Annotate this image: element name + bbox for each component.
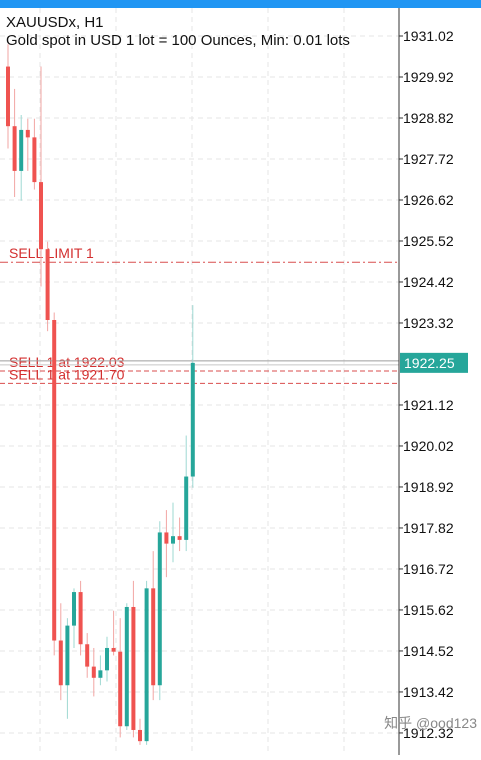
candle-bear [32, 137, 37, 183]
candle-bear [111, 647, 116, 652]
status-bar-strip [0, 0, 481, 8]
watermark: 知乎 @ood123 [384, 715, 477, 731]
current-price-label: 1922.25 [404, 355, 455, 371]
candle-bull [19, 129, 24, 171]
price-tick-label: 1926.62 [403, 192, 454, 208]
price-tick-label: 1918.92 [403, 479, 454, 495]
price-tick-label: 1913.42 [403, 684, 454, 700]
candle-bear [177, 536, 182, 540]
order-label: SELL LIMIT 1 [9, 245, 94, 261]
price-tick-label: 1927.72 [403, 151, 454, 167]
candle-bear [164, 532, 169, 544]
candle-bear [6, 66, 10, 127]
candle-bear [25, 129, 30, 138]
candle-bear [12, 126, 17, 171]
candle-bull [124, 606, 129, 727]
current-price-tag [400, 352, 468, 373]
candle-bull [65, 625, 70, 686]
price-tick-label: 1921.12 [403, 397, 454, 413]
price-tick-label: 1912.32 [403, 725, 454, 741]
candle-bear [52, 319, 57, 641]
price-tick-label: 1929.92 [403, 69, 454, 85]
price-tick-label: 1916.72 [403, 561, 454, 577]
candle-bull [98, 670, 103, 678]
symbol-description: Gold spot in USD 1 lot = 100 Ounces, Min… [6, 32, 350, 49]
candle-bull [105, 647, 109, 671]
candle-bull [171, 536, 175, 544]
price-tick-label: 1925.52 [403, 233, 454, 249]
price-axis[interactable]: 1931.02 1929.92 1928.82 1927.72 1926.62 1925.… [399, 28, 468, 741]
candle-bull [190, 362, 195, 477]
order-label: SELL 1 at 1922.03 [9, 354, 125, 370]
price-tick-label: 1931.02 [403, 28, 454, 44]
chart-area[interactable]: SELL LIMIT 1 SELL 1 at 1922.03 SELL 1 at 1… [0, 8, 481, 755]
order-label: SELL 1 at 1921.70 [9, 366, 125, 382]
candle-bear [118, 651, 123, 727]
price-tick-label: 1924.42 [403, 274, 454, 290]
candle-bear [91, 666, 96, 678]
candle-bear [78, 592, 83, 645]
candle-bear [131, 606, 136, 730]
symbol-timeframe: XAUUSDx, H1 [6, 14, 104, 31]
candles [6, 44, 195, 745]
candle-bull [144, 588, 149, 742]
price-tick-label: 1914.52 [403, 643, 454, 659]
price-tick-label: 1923.32 [403, 315, 454, 331]
price-tick-label: 1917.82 [403, 520, 454, 536]
candle-bull [157, 532, 162, 686]
candle-bear [151, 588, 156, 686]
price-tick-label: 1928.82 [403, 110, 454, 126]
candle-bear [39, 182, 43, 250]
price-tick-label: 1920.02 [403, 438, 454, 454]
symbol-info: XAUUSDx, H1 Gold spot in USD 1 lot = 100… [6, 14, 350, 50]
price-tick-label: 1915.62 [403, 602, 454, 618]
candle-bear [45, 249, 50, 320]
candle-bear [58, 640, 63, 686]
candle-bull [184, 476, 189, 540]
candle-bull [72, 592, 76, 626]
candle-bear [85, 644, 90, 667]
candle-bear [138, 729, 142, 742]
